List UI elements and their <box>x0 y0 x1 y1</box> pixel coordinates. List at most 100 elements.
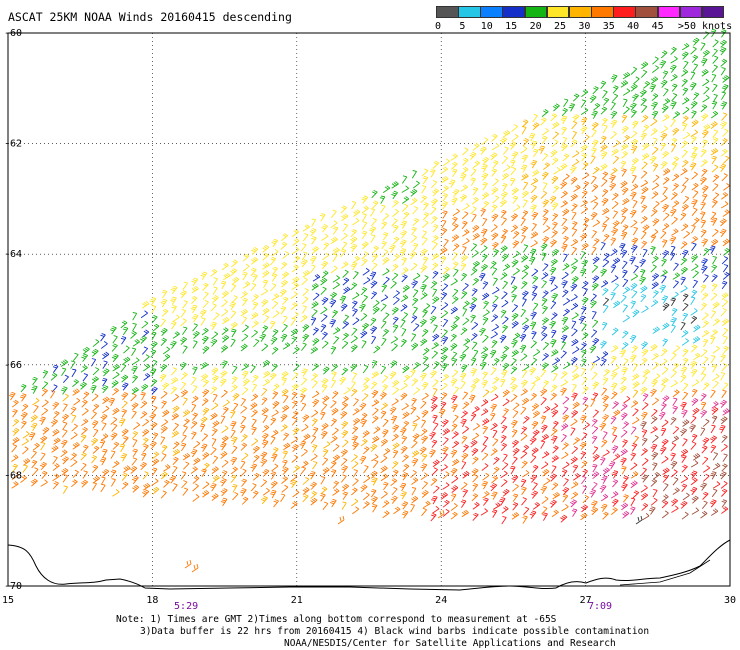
wind-barb <box>72 352 79 362</box>
wind-barb <box>671 307 678 317</box>
wind-barb <box>660 348 668 357</box>
wind-barb <box>282 251 289 260</box>
wind-barb <box>111 343 118 352</box>
wind-barb <box>480 237 488 246</box>
wind-barb <box>671 144 676 153</box>
wind-barb <box>712 83 718 93</box>
wind-barb <box>451 168 458 178</box>
wind-barb <box>343 286 351 295</box>
wind-barb <box>131 402 139 411</box>
wind-barb <box>432 485 440 494</box>
wind-barb <box>651 281 659 290</box>
wind-barb <box>681 69 689 77</box>
wind-barb <box>641 492 649 501</box>
wind-barb <box>571 246 577 256</box>
wind-barb <box>662 176 670 185</box>
wind-barb <box>121 481 129 490</box>
wind-barb <box>622 475 629 484</box>
wind-barb <box>191 285 199 294</box>
wind-barb <box>501 253 509 262</box>
wind-barb <box>490 260 497 269</box>
wind-barb <box>721 84 729 93</box>
wind-barb <box>631 345 638 354</box>
wind-barb <box>360 313 368 321</box>
wind-barb <box>202 407 210 416</box>
wind-barb <box>600 144 608 152</box>
wind-barb <box>321 378 329 387</box>
wind-barb <box>321 422 329 431</box>
wind-barb <box>650 408 658 417</box>
wind-barb <box>380 455 388 464</box>
wind-barb <box>711 155 717 165</box>
wind-barb <box>662 223 670 231</box>
wind-barb <box>260 451 268 460</box>
wind-barb <box>462 489 468 498</box>
pass-time-label: 5:29 <box>174 601 198 612</box>
wind-barb <box>251 293 259 302</box>
wind-barb <box>602 511 609 520</box>
wind-barb <box>350 388 358 397</box>
wind-barb <box>382 312 390 321</box>
wind-barb <box>393 506 401 515</box>
wind-barb <box>371 389 379 399</box>
wind-barb <box>662 395 670 404</box>
wind-barb <box>211 493 219 501</box>
wind-barb <box>580 367 586 377</box>
wind-barb <box>320 323 327 333</box>
wind-barb <box>469 151 477 160</box>
wind-barb <box>661 494 669 502</box>
wind-barb <box>462 157 469 166</box>
wind-barb <box>669 236 677 245</box>
wind-barb <box>521 460 528 469</box>
wind-barb <box>530 454 537 464</box>
wind-barb <box>699 176 707 185</box>
wind-barb <box>411 458 419 467</box>
wind-barb <box>221 389 228 398</box>
wind-barb <box>271 273 278 282</box>
wind-barb <box>382 268 390 276</box>
wind-barb <box>72 441 80 450</box>
wind-barb <box>351 300 358 309</box>
wind-barb <box>202 388 210 398</box>
wind-barb <box>300 243 307 252</box>
wind-barb <box>592 463 598 473</box>
wind-barb <box>341 261 349 269</box>
wind-barb <box>250 463 258 472</box>
wind-barb <box>183 461 190 470</box>
wind-barb <box>710 110 719 119</box>
wind-barb <box>291 264 299 273</box>
wind-barb <box>591 121 599 130</box>
wind-barb <box>691 263 699 271</box>
wind-barb <box>543 477 551 486</box>
wind-barb <box>132 339 140 347</box>
wind-barb <box>380 303 387 312</box>
wind-barb <box>71 368 77 378</box>
wind-barb <box>30 414 38 423</box>
wind-barb <box>81 353 89 362</box>
wind-barb <box>281 466 289 475</box>
wind-barb <box>482 334 489 343</box>
wind-barb <box>580 99 587 108</box>
wind-barb <box>481 399 489 407</box>
wind-barb <box>670 324 676 334</box>
wind-barb <box>352 217 360 226</box>
wind-barb <box>230 384 238 393</box>
wind-barb <box>422 347 430 356</box>
wind-barb <box>670 452 676 462</box>
wind-barb <box>370 381 378 390</box>
wind-barb <box>391 181 399 189</box>
wind-barb <box>361 195 369 204</box>
wind-barb <box>562 235 569 245</box>
wind-barb <box>352 398 359 407</box>
wind-barb <box>603 252 610 261</box>
wind-barb <box>450 378 458 387</box>
wind-barb <box>281 476 288 484</box>
wind-barb <box>701 292 709 301</box>
wind-barb <box>580 342 587 351</box>
wind-barb <box>80 364 88 373</box>
wind-barb <box>632 389 639 398</box>
wind-barb <box>431 495 438 505</box>
wind-barb <box>710 310 716 319</box>
wind-barb <box>592 256 600 265</box>
wind-barb <box>373 345 381 354</box>
